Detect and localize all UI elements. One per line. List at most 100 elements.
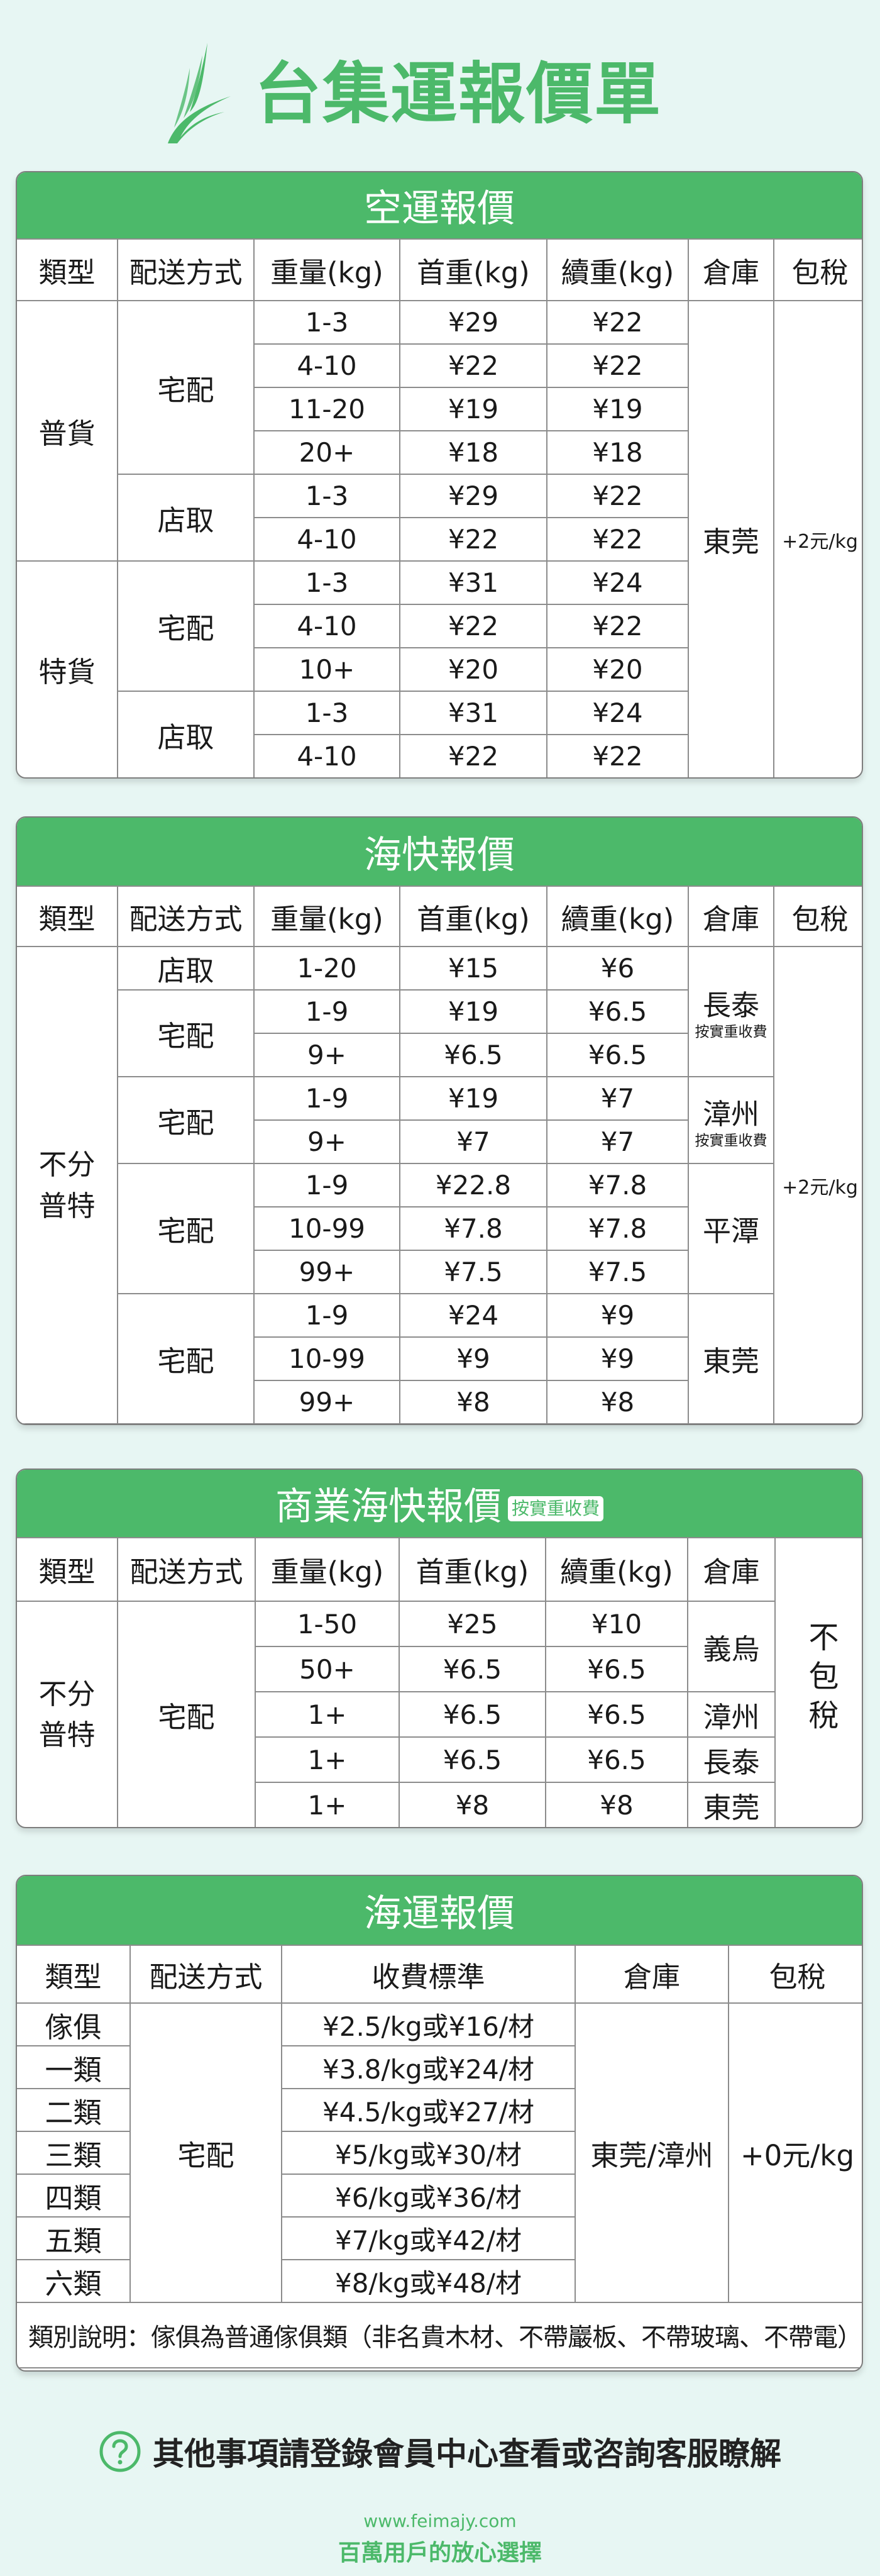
table-row: 99+ ¥7.5 ¥7.5 xyxy=(17,1250,862,1294)
weight-cell: 9+ xyxy=(253,1033,400,1077)
category-cell: 二類 xyxy=(17,2088,131,2132)
weight-cell: 1-3 xyxy=(253,560,400,605)
additional-price-cell: ¥6.5 xyxy=(545,1691,688,1738)
method-cell: 店取 xyxy=(117,474,255,562)
table-row: 4-10 ¥22 ¥22 xyxy=(17,343,862,388)
first-price-cell: ¥7 xyxy=(399,1119,547,1164)
table-row: 六類 ¥8/kg或¥48/材 xyxy=(17,2259,862,2303)
page-title: 台集運報價單 xyxy=(255,55,662,133)
additional-price-cell: ¥9 xyxy=(546,1293,689,1338)
tax-cell: +2元/kg xyxy=(773,300,862,777)
first-price-cell: ¥19 xyxy=(399,989,547,1034)
tax-label: 不包稅 xyxy=(803,1621,839,1738)
table-row: 10-99 ¥7.8 ¥7.8 xyxy=(17,1206,862,1251)
warehouse-cell: 義烏 xyxy=(687,1601,776,1692)
first-price-cell: ¥22 xyxy=(399,517,547,562)
table-row: 二類 ¥4.5/kg或¥27/材 xyxy=(17,2088,862,2132)
additional-price-cell: ¥22 xyxy=(546,343,689,388)
first-price-cell: ¥9 xyxy=(399,1336,547,1381)
sea-freight-table: 類型 配送方式 收費標準 倉庫 包稅 傢俱 宅配 ¥2.5/kg或¥16/材 東… xyxy=(17,1945,862,2368)
table-row: 11-20 ¥19 ¥19 xyxy=(17,387,862,431)
warehouse-cell: 平潭 xyxy=(688,1163,774,1294)
first-price-cell: ¥6.5 xyxy=(399,1033,547,1077)
first-price-cell: ¥7.5 xyxy=(399,1250,547,1294)
first-price-cell: ¥19 xyxy=(399,1076,547,1121)
commercial-sea-express-card: 商業海快報價 按實重收費 類型 配送方式 重量(kg) 首重(kg) 續重(kg… xyxy=(16,1468,863,1828)
table-row: 50+ ¥6.5 ¥6.5 xyxy=(17,1646,862,1692)
col-header-first: 首重(kg) xyxy=(399,1537,546,1602)
first-price-cell: ¥20 xyxy=(399,647,547,692)
warehouse-cell: 東莞 xyxy=(687,1782,776,1827)
fee-cell: ¥7/kg或¥42/材 xyxy=(281,2216,576,2260)
table-row: 不分 普特 店取 1-20 ¥15 ¥6 長泰 按實重收費 +2元/kg xyxy=(17,946,862,1424)
table-header-row: 類型 配送方式 重量(kg) 首重(kg) 續重(kg) 倉庫 包稅 xyxy=(17,886,862,947)
first-price-cell: ¥31 xyxy=(399,691,547,735)
col-header-first: 首重(kg) xyxy=(399,886,547,947)
first-price-cell: ¥22 xyxy=(399,604,547,648)
col-header-fee: 收費標準 xyxy=(281,1945,576,2004)
col-header-method: 配送方式 xyxy=(117,886,255,947)
additional-price-cell: ¥19 xyxy=(546,387,689,431)
col-header-weight: 重量(kg) xyxy=(253,238,400,301)
method-cell: 店取 xyxy=(117,691,255,777)
additional-price-cell: ¥7.5 xyxy=(546,1250,689,1294)
table-row: 4-10 ¥22 ¥22 xyxy=(17,517,862,562)
col-header-type: 類型 xyxy=(17,1945,131,2004)
commercial-title: 商業海快報價 xyxy=(275,1485,502,1529)
category-cell: 一類 xyxy=(17,2045,131,2089)
table-row: 1+ ¥6.5 ¥6.5 漳州 xyxy=(17,1691,862,1738)
weight-cell: 4-10 xyxy=(253,734,400,777)
table-row: 三類 ¥5/kg或¥30/材 xyxy=(17,2131,862,2175)
warehouse-name: 漳州 xyxy=(702,1097,759,1131)
first-price-cell: ¥8 xyxy=(399,1782,546,1827)
additional-price-cell: ¥6.5 xyxy=(546,989,689,1034)
category-cell: 六類 xyxy=(17,2259,131,2303)
help-text: 其他事項請登錄會員中心查看或咨詢客服瞭解 xyxy=(153,2436,781,2472)
website-link[interactable]: www.feimajy.com xyxy=(363,2511,517,2531)
method-cell: 宅配 xyxy=(117,1293,255,1424)
weight-cell: 4-10 xyxy=(253,343,400,388)
additional-price-cell: ¥24 xyxy=(546,691,689,735)
sea-express-table: 類型 配送方式 重量(kg) 首重(kg) 續重(kg) 倉庫 包稅 不分 普特… xyxy=(17,886,862,1424)
weight-cell: 10-99 xyxy=(253,1206,400,1251)
wing-icon xyxy=(168,43,231,143)
additional-price-cell: ¥10 xyxy=(545,1601,688,1647)
additional-price-cell: ¥6.5 xyxy=(545,1646,688,1692)
col-header-weight: 重量(kg) xyxy=(255,1537,400,1602)
fee-cell: ¥6/kg或¥36/材 xyxy=(281,2174,576,2218)
table-row: 20+ ¥18 ¥18 xyxy=(17,430,862,475)
additional-price-cell: ¥18 xyxy=(546,430,689,475)
col-header-first: 首重(kg) xyxy=(399,238,547,301)
sea-freight-title: 海運報價 xyxy=(17,1876,862,1946)
col-header-additional: 續重(kg) xyxy=(545,1537,688,1602)
weight-cell: 1-50 xyxy=(255,1601,400,1647)
first-price-cell: ¥15 xyxy=(399,946,547,991)
col-header-tax: 包稅 xyxy=(728,1945,862,2004)
weight-cell: 50+ xyxy=(255,1646,400,1692)
table-row: 四類 ¥6/kg或¥36/材 xyxy=(17,2174,862,2218)
additional-price-cell: ¥22 xyxy=(546,474,689,518)
table-row: 宅配 1-9 ¥19 ¥7 漳州 按實重收費 xyxy=(17,1076,862,1164)
col-header-method: 配送方式 xyxy=(129,1945,282,2004)
col-header-warehouse: 倉庫 xyxy=(688,238,774,301)
weight-cell: 1-9 xyxy=(253,989,400,1034)
weight-cell: 1-3 xyxy=(253,474,400,518)
brand-header: 台集運報價單 xyxy=(0,38,880,151)
table-row: 99+ ¥8 ¥8 xyxy=(17,1380,862,1424)
first-price-cell: ¥22.8 xyxy=(399,1163,547,1208)
tax-cell: 不包稅 xyxy=(774,1537,862,1827)
weight-cell: 1-20 xyxy=(253,946,400,991)
fee-cell: ¥2.5/kg或¥16/材 xyxy=(281,2002,576,2046)
weight-cell: 9+ xyxy=(253,1119,400,1164)
sea-express-title: 海快報價 xyxy=(17,818,862,887)
additional-price-cell: ¥8 xyxy=(545,1782,688,1827)
table-row: 1+ ¥8 ¥8 東莞 xyxy=(17,1782,862,1827)
table-row: 特貨 宅配 1-3 ¥31 ¥24 xyxy=(17,560,862,777)
first-price-cell: ¥18 xyxy=(399,430,547,475)
col-header-type: 類型 xyxy=(17,886,118,947)
fee-cell: ¥3.8/kg或¥24/材 xyxy=(281,2045,576,2089)
col-header-warehouse: 倉庫 xyxy=(575,1945,729,2004)
actual-weight-badge: 按實重收費 xyxy=(507,1496,603,1521)
first-price-cell: ¥25 xyxy=(399,1601,546,1647)
question-circle-icon xyxy=(99,2431,141,2472)
